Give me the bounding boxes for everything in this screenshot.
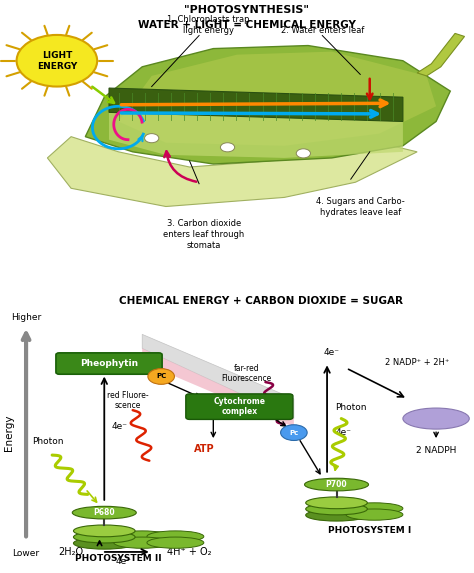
Text: 4e⁻: 4e⁻: [111, 422, 128, 431]
Text: "PHOTOSYNTHESIS": "PHOTOSYNTHESIS": [184, 5, 309, 14]
Ellipse shape: [403, 408, 469, 429]
Text: 3. Carbon dioxide
enters leaf through
stomata: 3. Carbon dioxide enters leaf through st…: [163, 219, 245, 250]
Polygon shape: [109, 112, 403, 158]
Text: 2 NADP⁺ + 2H⁺: 2 NADP⁺ + 2H⁺: [385, 358, 449, 367]
Ellipse shape: [306, 503, 367, 515]
Ellipse shape: [114, 537, 171, 548]
Polygon shape: [85, 45, 450, 164]
Ellipse shape: [72, 507, 137, 519]
Text: 2 NADPH: 2 NADPH: [416, 446, 456, 456]
Text: P680: P680: [93, 508, 115, 517]
Ellipse shape: [346, 503, 403, 514]
Text: 1. Chloroplasts trap
light energy: 1. Chloroplasts trap light energy: [167, 15, 250, 35]
Circle shape: [296, 149, 310, 158]
Circle shape: [148, 368, 174, 384]
Polygon shape: [142, 335, 294, 418]
Ellipse shape: [147, 531, 204, 542]
Text: 2. Water enters leaf: 2. Water enters leaf: [281, 26, 364, 35]
Circle shape: [281, 425, 307, 441]
Text: Cytochrome
complex: Cytochrome complex: [213, 397, 265, 417]
FancyBboxPatch shape: [186, 394, 293, 419]
Text: PHOTOSYSTEM II: PHOTOSYSTEM II: [75, 555, 162, 563]
Ellipse shape: [147, 537, 204, 548]
Text: red Fluore-
scence: red Fluore- scence: [107, 391, 149, 410]
Text: 4e⁻: 4e⁻: [336, 428, 352, 437]
Ellipse shape: [346, 509, 403, 520]
Ellipse shape: [73, 537, 135, 549]
Ellipse shape: [306, 497, 367, 509]
Text: Pc: Pc: [289, 430, 299, 435]
Text: P700: P700: [326, 480, 347, 489]
Ellipse shape: [114, 531, 171, 542]
Text: Pheophytin: Pheophytin: [80, 359, 138, 368]
Ellipse shape: [306, 509, 367, 521]
Ellipse shape: [304, 478, 369, 491]
Text: Photon: Photon: [32, 437, 63, 446]
Text: Higher: Higher: [11, 313, 41, 322]
Text: ATP: ATP: [193, 445, 214, 454]
Text: 2H₂O: 2H₂O: [58, 547, 84, 557]
Polygon shape: [142, 348, 294, 427]
Text: 4e⁻: 4e⁻: [115, 557, 131, 566]
Polygon shape: [47, 137, 417, 206]
Text: PHOTOSYSTEM I: PHOTOSYSTEM I: [328, 527, 411, 535]
Ellipse shape: [73, 525, 135, 537]
Text: CHEMICAL ENERGY + CARBON DIOXIDE = SUGAR: CHEMICAL ENERGY + CARBON DIOXIDE = SUGAR: [118, 296, 403, 307]
Text: Energy: Energy: [3, 414, 14, 451]
Text: 4H⁺ + O₂: 4H⁺ + O₂: [167, 547, 212, 557]
FancyBboxPatch shape: [56, 353, 162, 374]
Text: Lower: Lower: [12, 549, 40, 558]
Text: WATER + LIGHT = CHEMICAL ENERGY: WATER + LIGHT = CHEMICAL ENERGY: [137, 19, 356, 30]
Polygon shape: [109, 88, 403, 121]
Polygon shape: [118, 52, 436, 146]
Text: PC: PC: [156, 374, 166, 379]
Text: LIGHT
ENERGY: LIGHT ENERGY: [37, 50, 77, 71]
Text: far-red
Fluorescence: far-red Fluorescence: [221, 364, 272, 383]
Circle shape: [220, 143, 235, 152]
Text: 4e⁻: 4e⁻: [324, 348, 340, 357]
Text: Photon: Photon: [335, 403, 366, 412]
Polygon shape: [417, 33, 465, 76]
Circle shape: [145, 134, 159, 143]
Circle shape: [17, 35, 97, 87]
Text: 4. Sugars and Carbo-
hydrates leave leaf: 4. Sugars and Carbo- hydrates leave leaf: [316, 197, 405, 218]
Ellipse shape: [73, 531, 135, 543]
